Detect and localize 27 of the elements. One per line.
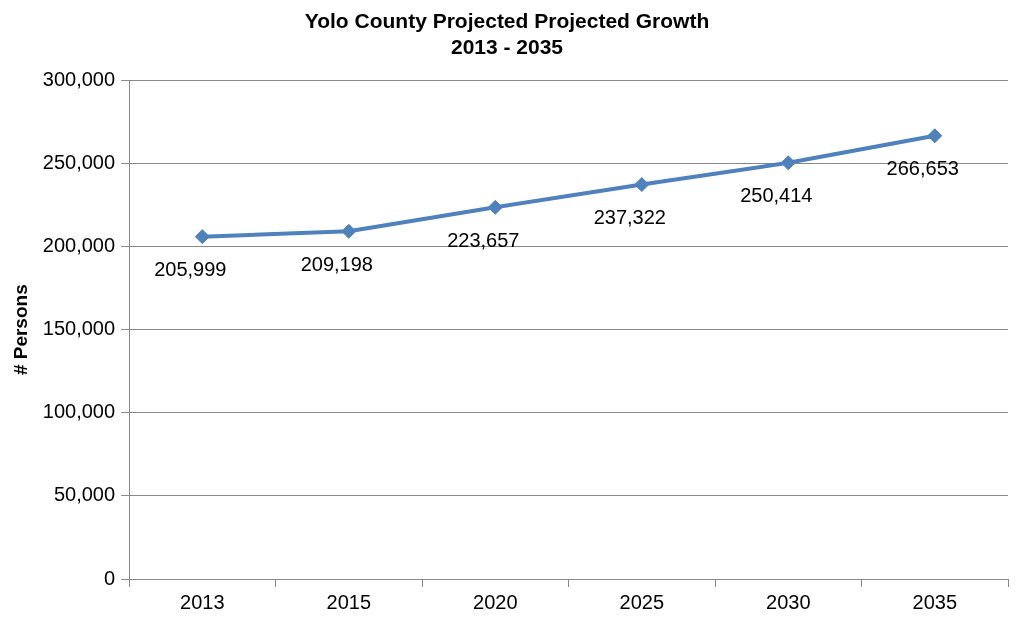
y-axis-title: # Persons bbox=[9, 284, 31, 376]
point bbox=[487, 199, 503, 215]
y-tick-label: 0 bbox=[103, 566, 116, 589]
point bbox=[634, 177, 650, 193]
x-tick-label: 2030 bbox=[766, 590, 811, 613]
y-tick-label: 150,000 bbox=[42, 317, 116, 340]
y-tick-label: 50,000 bbox=[53, 483, 116, 506]
x-tick-label: 2035 bbox=[912, 590, 958, 613]
data-label: 209,198 bbox=[300, 252, 373, 275]
x-tick-label: 2025 bbox=[619, 590, 665, 613]
data-label: 237,322 bbox=[593, 206, 666, 229]
x-tick-label: 2020 bbox=[473, 590, 518, 613]
y-tick-label: 200,000 bbox=[42, 234, 116, 257]
point bbox=[341, 223, 357, 239]
point bbox=[927, 128, 943, 144]
x-tick-label: 2013 bbox=[180, 590, 225, 613]
data-label: 205,999 bbox=[154, 258, 227, 281]
data-label: 266,653 bbox=[886, 157, 959, 180]
x-tick-label: 2015 bbox=[326, 590, 372, 613]
data-label: 223,657 bbox=[447, 228, 520, 251]
data-label: 250,414 bbox=[740, 184, 813, 207]
y-tick-label: 250,000 bbox=[42, 151, 116, 174]
y-tick-label: 300,000 bbox=[42, 67, 116, 90]
chart-title: Yolo County Projected Projected Growth 2013 - 2035 bbox=[304, 9, 710, 58]
point bbox=[780, 155, 796, 171]
point bbox=[194, 229, 210, 245]
y-tick-label: 100,000 bbox=[42, 400, 116, 423]
